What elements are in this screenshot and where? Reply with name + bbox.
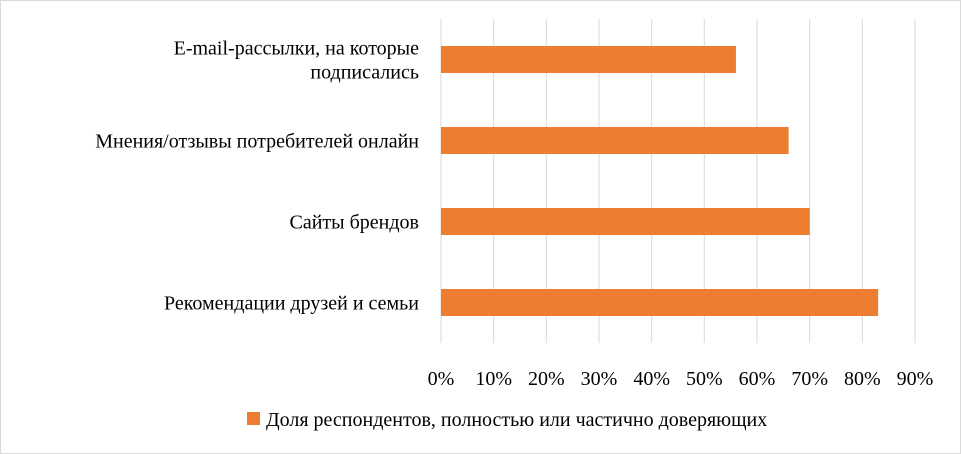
- category-label: подписались: [310, 62, 419, 84]
- legend-swatch: [247, 412, 260, 425]
- x-tick-label: 40%: [633, 368, 670, 390]
- x-tick-label: 30%: [581, 368, 618, 390]
- bar: [441, 208, 810, 235]
- x-tick-label: 60%: [739, 368, 776, 390]
- legend-label: Доля респондентов, полностью или частичн…: [266, 409, 767, 431]
- category-label: E-mail-рассылки, на которые: [174, 38, 419, 60]
- bar: [441, 127, 789, 154]
- x-tick-label: 10%: [475, 368, 512, 390]
- legend: Доля респондентов, полностью или частичн…: [247, 409, 767, 431]
- x-tick-label: 70%: [791, 368, 828, 390]
- category-label: Рекомендации друзей и семьи: [164, 293, 419, 315]
- bar: [441, 46, 736, 73]
- x-axis-tick-labels: 0% 10% 20% 30% 40% 50% 60% 70% 80% 90%: [428, 368, 934, 390]
- x-tick-label: 0%: [428, 368, 455, 390]
- x-tick-label: 50%: [686, 368, 723, 390]
- category-label: Сайты брендов: [290, 212, 419, 234]
- category-label: Мнения/отзывы потребителей онлайн: [95, 131, 419, 153]
- x-tick-label: 90%: [897, 368, 934, 390]
- bars: [441, 46, 879, 316]
- x-tick-label: 20%: [528, 368, 565, 390]
- x-tick-label: 80%: [844, 368, 881, 390]
- bar: [441, 289, 879, 316]
